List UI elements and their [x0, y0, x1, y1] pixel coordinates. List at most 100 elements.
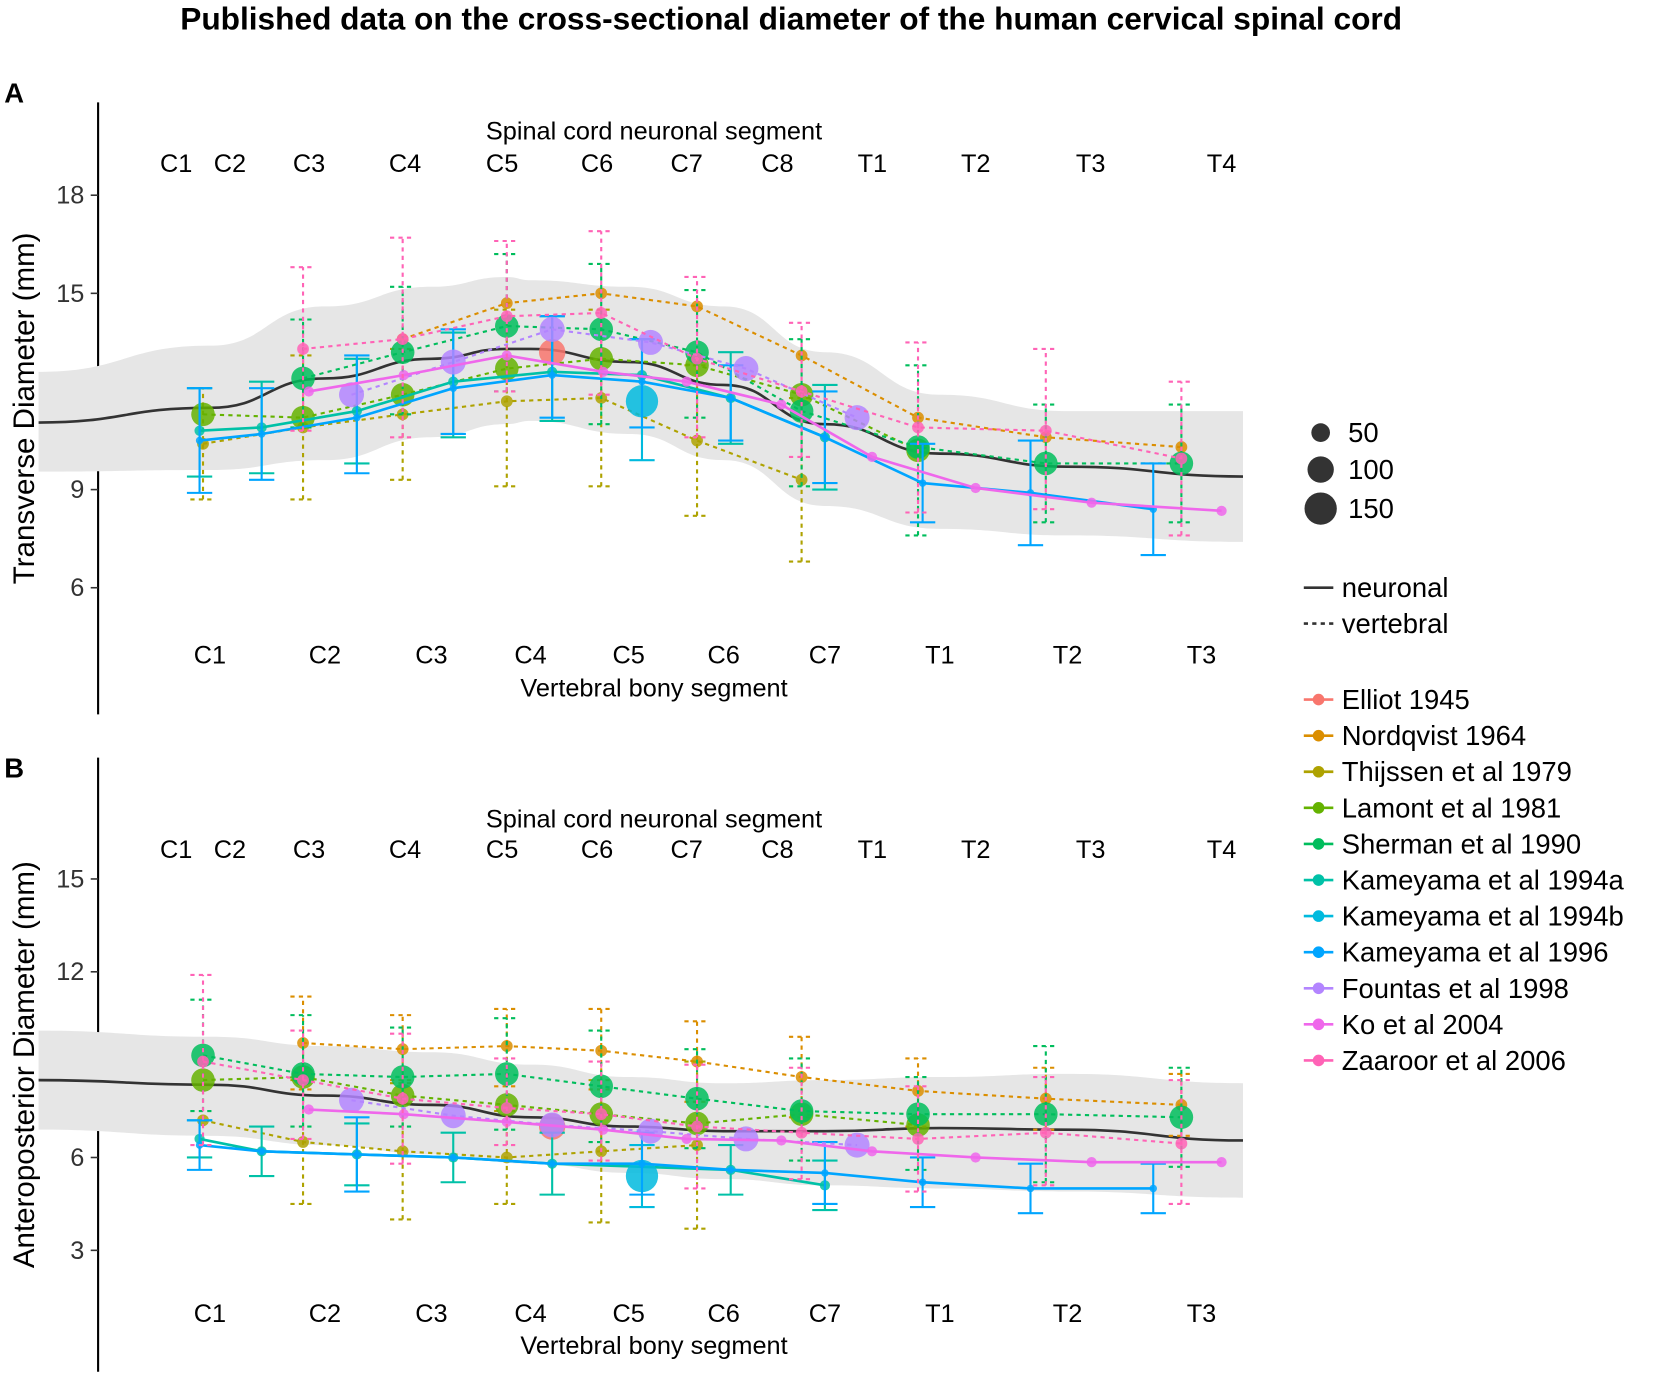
- data-point: [398, 370, 409, 381]
- neuronal-segment-label: C4: [389, 150, 421, 178]
- vertebral-segment-label: C3: [415, 642, 447, 670]
- color-legend-label: Kameyama et al 1994a: [1342, 865, 1625, 896]
- data-point: [795, 473, 808, 486]
- neuronal-segment-label: C6: [581, 836, 613, 864]
- color-legend-dot: [1312, 802, 1325, 814]
- size-legend-label: 100: [1348, 454, 1394, 485]
- data-point: [440, 1103, 466, 1129]
- data-point: [396, 333, 409, 346]
- series-line: [302, 324, 1182, 465]
- data-point: [821, 433, 829, 441]
- data-point: [906, 435, 930, 459]
- data-point: [1039, 424, 1052, 437]
- color-legend-label: Elliot 1945: [1342, 684, 1470, 715]
- size-legend-key: [1311, 423, 1330, 442]
- size-legend-key: [1304, 492, 1337, 525]
- neuronal-segment-label: T3: [1076, 836, 1106, 864]
- data-point: [500, 1040, 513, 1052]
- vertebral-segment-label: C1: [194, 1300, 226, 1328]
- data-point: [595, 1108, 608, 1121]
- panel-letter: A: [4, 77, 24, 108]
- x-axis-title: Vertebral bony segment: [520, 1332, 787, 1360]
- vertebral-segment-label: C4: [514, 642, 546, 670]
- vertebral-segment-label: C4: [514, 1300, 546, 1328]
- data-point: [776, 399, 787, 410]
- vertebral-segment-label: C2: [309, 1300, 341, 1328]
- y-tick-label: 9: [70, 476, 84, 504]
- data-point: [339, 382, 365, 408]
- legend: 50 100 150 neuronal vertebral Elliot 1945 Nord…: [1303, 417, 1625, 1076]
- data-point: [795, 1126, 808, 1139]
- color-legend-dot: [1312, 910, 1325, 922]
- color-legend-label: Thijssen et al 1979: [1342, 756, 1572, 787]
- linetype-legend-label: neuronal: [1342, 572, 1449, 603]
- data-point: [449, 1153, 457, 1162]
- color-legend-label: Nordqvist 1964: [1342, 720, 1526, 751]
- data-point: [257, 430, 266, 438]
- neuronal-segment-label: C1: [160, 150, 192, 178]
- neuronal-segment-label: C5: [486, 150, 518, 178]
- data-point: [191, 402, 215, 427]
- y-axis-title: Transverse Diameter (mm): [8, 232, 41, 584]
- size-legend-key: [1307, 456, 1334, 483]
- data-point: [1039, 1126, 1052, 1139]
- neuronal-segment-label: C3: [293, 150, 325, 178]
- top-axis-title: Spinal cord neuronal segment: [486, 117, 822, 145]
- y-tick-label: 6: [70, 574, 84, 602]
- data-point: [598, 366, 609, 377]
- data-point: [691, 352, 703, 365]
- data-point: [912, 421, 924, 434]
- data-point: [821, 1169, 829, 1177]
- data-point: [501, 1116, 512, 1128]
- data-point: [353, 413, 361, 422]
- neuronal-segment-label: T1: [858, 150, 888, 178]
- size-legend-label: 150: [1348, 493, 1394, 524]
- y-tick-label: 18: [56, 182, 84, 210]
- vertebral-segment-label: C6: [707, 642, 739, 670]
- data-point: [685, 1086, 709, 1111]
- vertebral-segment-label: C7: [809, 1300, 841, 1328]
- color-legend-label: Kameyama et al 1994b: [1342, 901, 1624, 932]
- vertebral-segment-label: T2: [1053, 1300, 1083, 1328]
- top-axis-title: Spinal cord neuronal segment: [486, 805, 822, 833]
- neuronal-segment-label: T4: [1207, 150, 1237, 178]
- data-point: [297, 1074, 309, 1087]
- data-point: [912, 1133, 924, 1145]
- neuronal-segment-label: C8: [761, 150, 793, 178]
- neuronal-segment-label: C7: [671, 150, 703, 178]
- data-point: [918, 1178, 927, 1186]
- series-line: [302, 1041, 1182, 1106]
- series-line: [202, 1060, 1182, 1145]
- series-kameyama-et-al-1996: [186, 1116, 1166, 1215]
- color-legend-dot: [1312, 1018, 1325, 1031]
- neuronal-segment-label: C6: [581, 150, 613, 178]
- neuronal-segment-label: C3: [293, 836, 325, 864]
- vertebral-segment-label: T3: [1187, 642, 1217, 670]
- data-point: [398, 1109, 409, 1120]
- vertebral-segment-label: C1: [194, 642, 226, 670]
- data-point: [638, 1118, 664, 1144]
- data-point: [1149, 1184, 1157, 1193]
- data-point: [795, 385, 808, 398]
- data-point: [970, 1152, 981, 1163]
- linetype-legend-label: vertebral: [1342, 608, 1449, 639]
- data-point: [500, 1102, 513, 1114]
- vertebral-segment-label: C5: [613, 642, 645, 670]
- size-legend-label: 50: [1348, 417, 1379, 448]
- neuronal-segment-label: C2: [214, 150, 246, 178]
- y-tick-label: 3: [70, 1237, 84, 1265]
- color-legend-dot: [1312, 874, 1325, 886]
- data-point: [500, 310, 513, 323]
- series-line: [202, 1075, 919, 1127]
- color-legend-label: Zaaroor et al 2006: [1342, 1045, 1566, 1076]
- data-point: [726, 1166, 735, 1174]
- neuronal-segment-label: T4: [1207, 836, 1237, 864]
- data-point: [1175, 452, 1188, 465]
- data-point: [191, 1043, 215, 1068]
- data-point: [1026, 1184, 1035, 1193]
- color-legend-label: Fountas et al 1998: [1342, 973, 1569, 1004]
- y-tick-label: 15: [56, 865, 84, 893]
- data-point: [539, 316, 565, 342]
